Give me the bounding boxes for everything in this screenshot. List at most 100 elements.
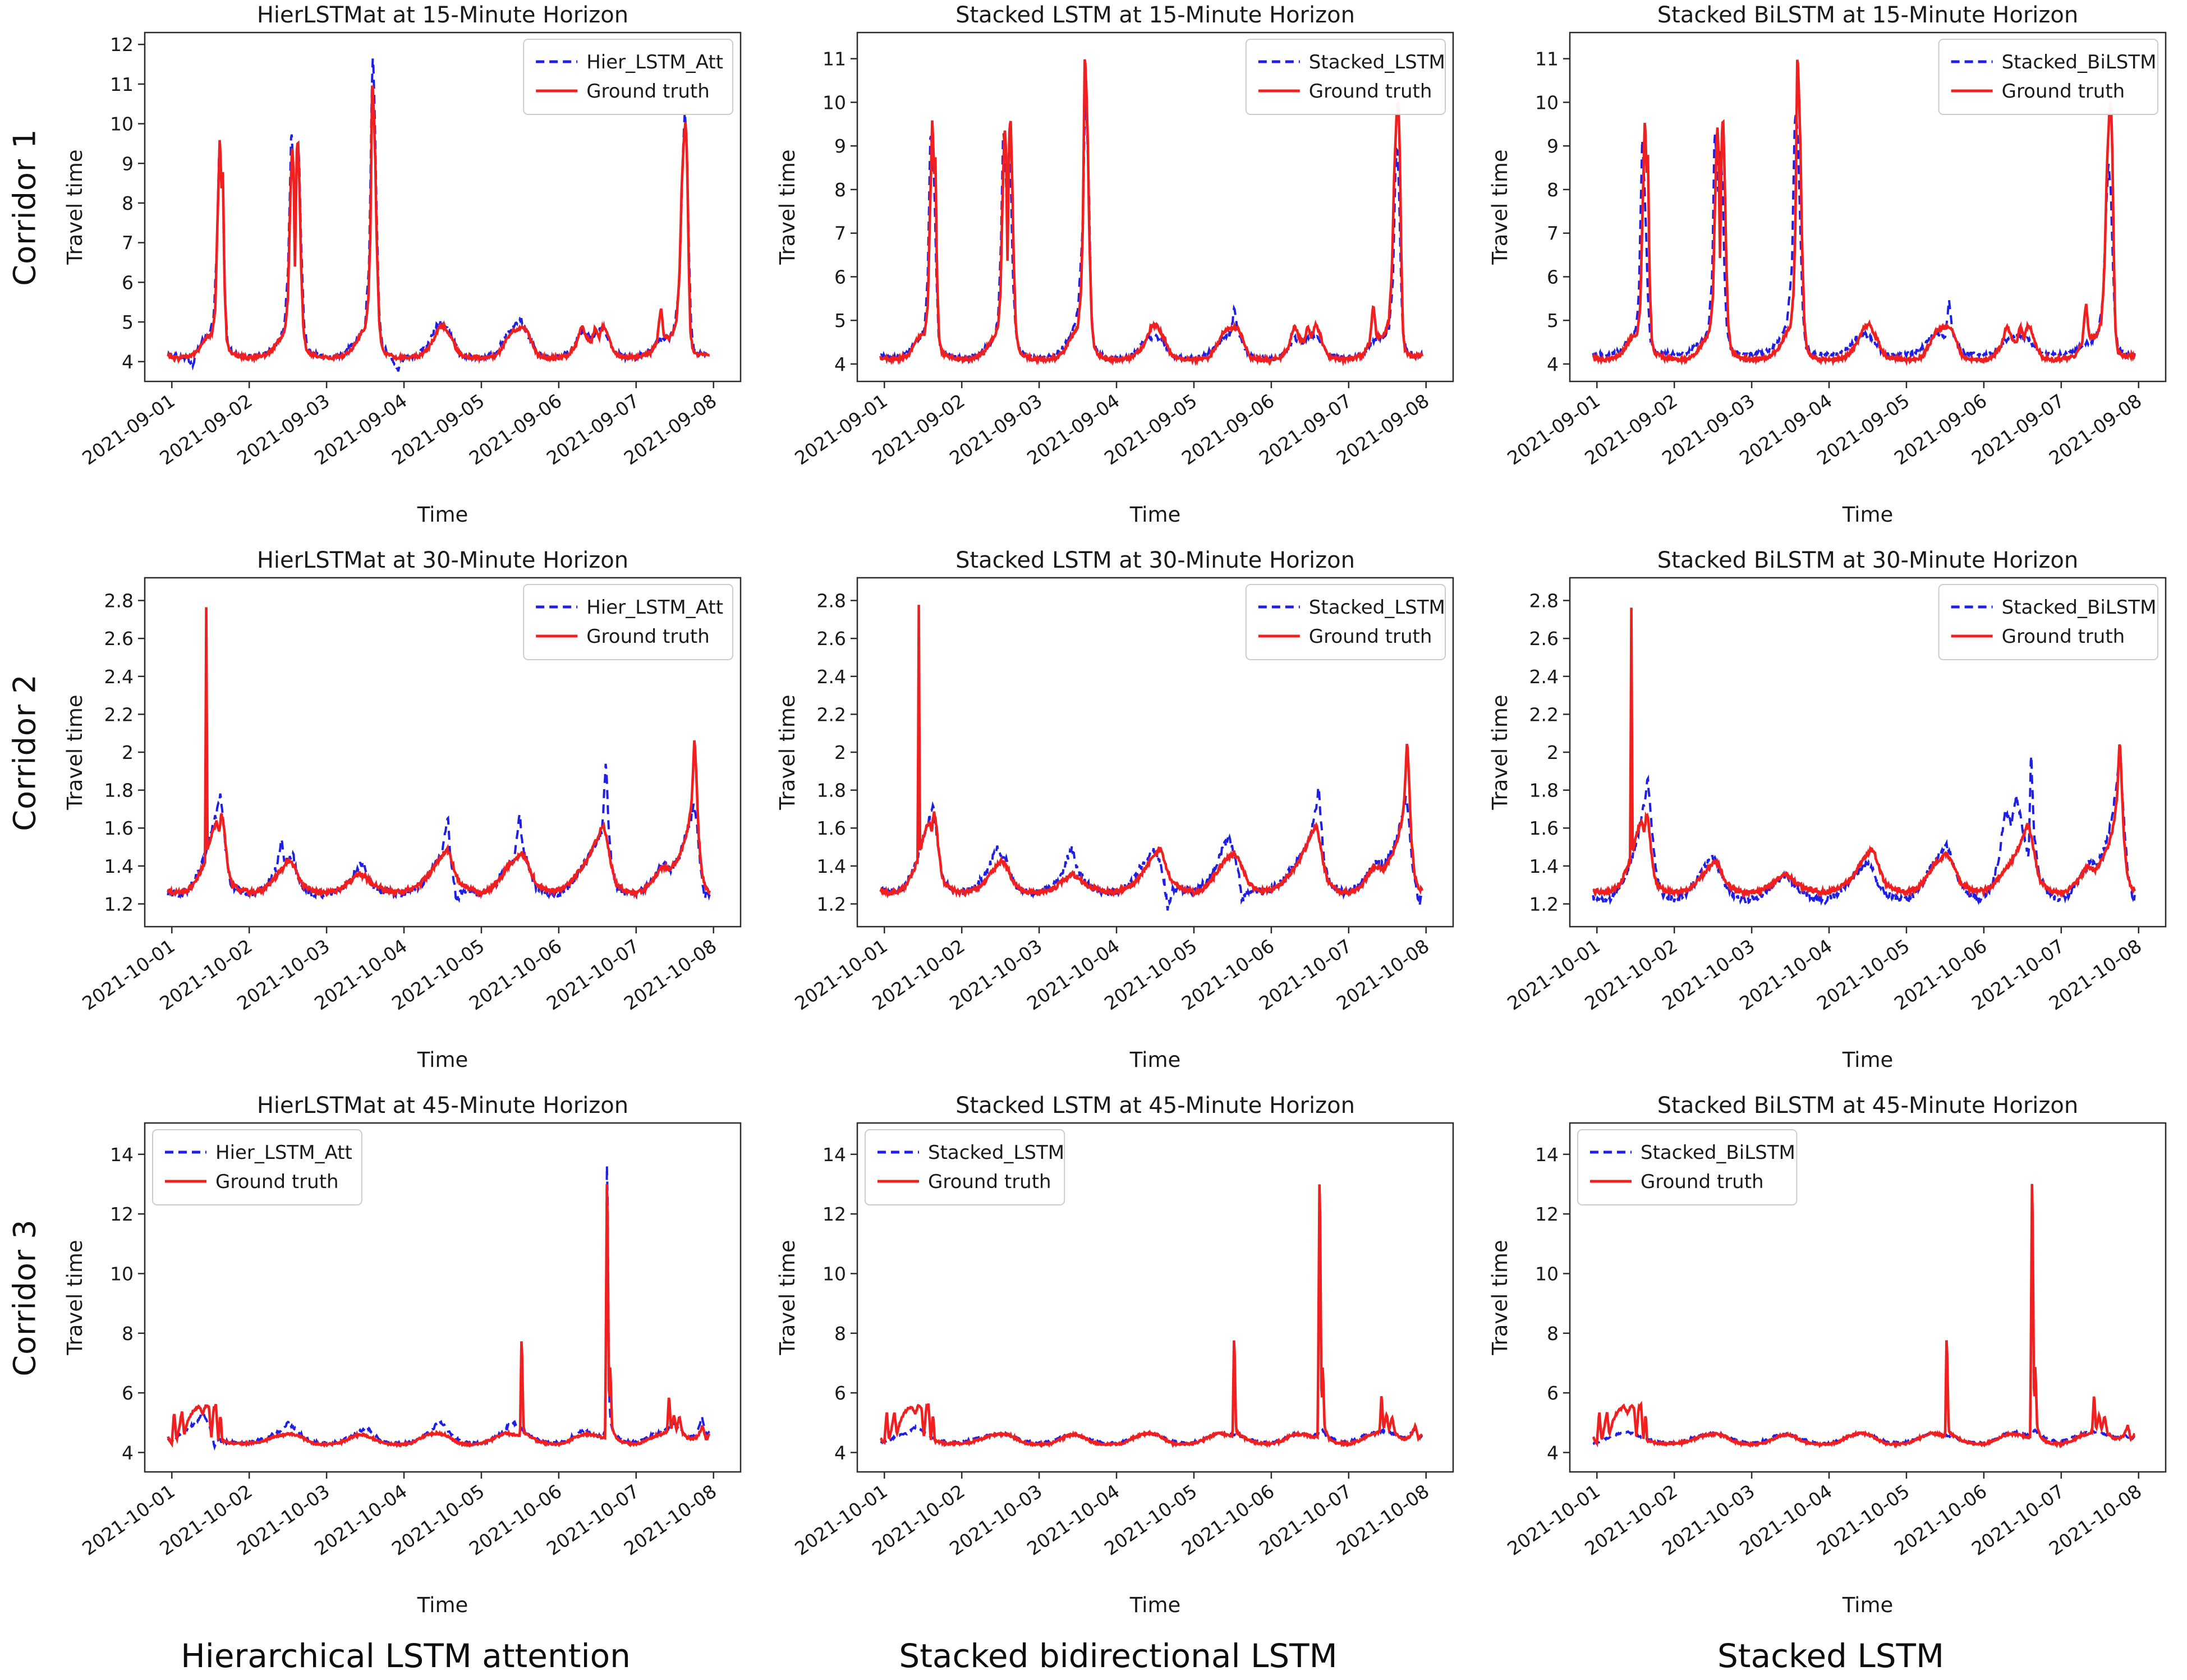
svg-text:Ground truth: Ground truth [1641, 1171, 1764, 1193]
svg-text:Ground truth: Ground truth [2002, 80, 2125, 103]
svg-text:12: 12 [823, 1203, 846, 1225]
svg-text:12: 12 [110, 1203, 134, 1225]
svg-text:7: 7 [122, 232, 134, 254]
svg-text:Stacked LSTM at 30-Minute Hori: Stacked LSTM at 30-Minute Horizon [955, 547, 1355, 573]
svg-text:Stacked LSTM at 15-Minute Hori: Stacked LSTM at 15-Minute Horizon [955, 2, 1355, 28]
svg-text:Ground truth: Ground truth [928, 1171, 1051, 1193]
svg-text:Ground truth: Ground truth [586, 80, 710, 103]
svg-text:5: 5 [122, 311, 134, 333]
svg-text:Travel time: Travel time [63, 149, 87, 265]
chart-canvas-hierlstmat-30min: HierLSTMat at 30-Minute Horizon 1.2 1.4 1.6… [63, 547, 742, 1072]
svg-text:9: 9 [834, 135, 846, 157]
svg-text:Travel time: Travel time [1488, 149, 1512, 265]
svg-text:Stacked_LSTM: Stacked_LSTM [928, 1142, 1064, 1164]
chart-canvas-stacked-lstm-15min: Stacked LSTM at 15-Minute Horizon 4 5 6 7 8 9 1… [775, 2, 1454, 527]
column-caption-hierarchical-lstm-attention: Hierarchical LSTM attention [181, 1637, 631, 1675]
svg-text:6: 6 [122, 1382, 134, 1404]
svg-text:6: 6 [834, 266, 846, 288]
svg-text:Time: Time [1842, 1593, 1894, 1617]
chart-canvas-stacked-lstm-45min: Stacked LSTM at 45-Minute Horizon 4 6 8 10 12… [775, 1093, 1454, 1617]
svg-text:Stacked BiLSTM at 30-Minute Ho: Stacked BiLSTM at 30-Minute Horizon [1657, 547, 2078, 573]
svg-text:Hier_LSTM_Att: Hier_LSTM_Att [215, 1142, 352, 1164]
svg-text:10: 10 [823, 1263, 846, 1285]
row-label-text: Corridor 1 [7, 128, 43, 286]
svg-text:Stacked LSTM at 45-Minute Hori: Stacked LSTM at 45-Minute Horizon [955, 1093, 1355, 1119]
svg-text:4: 4 [1547, 353, 1559, 375]
svg-text:7: 7 [1547, 223, 1559, 245]
svg-text:Stacked_LSTM: Stacked_LSTM [1309, 51, 1445, 73]
row-label-text: Corridor 2 [7, 673, 43, 831]
subplot-hierlstmat-15min: HierLSTMat at 15-Minute Horizon 4 5 6 7 8 9 10 1… [49, 0, 762, 545]
svg-text:Stacked BiLSTM at 45-Minute Ho: Stacked BiLSTM at 45-Minute Horizon [1657, 1093, 2078, 1119]
svg-text:Stacked_BiLSTM: Stacked_BiLSTM [2002, 596, 2157, 619]
svg-text:12: 12 [110, 34, 134, 56]
svg-text:Travel time: Travel time [1488, 1240, 1512, 1355]
svg-text:14: 14 [823, 1144, 846, 1166]
svg-text:1.8: 1.8 [1529, 780, 1559, 802]
svg-text:Ground truth: Ground truth [215, 1171, 339, 1193]
chart-canvas-stacked-lstm-30min: Stacked LSTM at 30-Minute Horizon 1.2 1.4 1… [775, 547, 1454, 1072]
svg-text:2.4: 2.4 [104, 666, 134, 688]
svg-text:10: 10 [1535, 1263, 1559, 1285]
subplot-hierlstmat-30min: HierLSTMat at 30-Minute Horizon 1.2 1.4 1.6… [49, 545, 762, 1090]
svg-text:5: 5 [834, 310, 846, 332]
chart-canvas-hierlstmat-15min: HierLSTMat at 15-Minute Horizon 4 5 6 7 8 9 10 1… [63, 2, 742, 527]
svg-text:1.4: 1.4 [817, 855, 846, 877]
svg-text:6: 6 [122, 271, 134, 293]
svg-text:1.4: 1.4 [104, 855, 134, 877]
svg-text:1.8: 1.8 [104, 780, 134, 802]
svg-text:14: 14 [1535, 1144, 1559, 1166]
svg-text:Ground truth: Ground truth [586, 625, 710, 648]
svg-text:6: 6 [1547, 266, 1559, 288]
svg-text:Travel time: Travel time [63, 694, 87, 810]
svg-text:Time: Time [1129, 1593, 1181, 1617]
svg-text:8: 8 [122, 192, 134, 214]
subplot-stacked-bilstm-30min: Stacked BiLSTM at 30-Minute Horizon 1.2 1.… [1474, 545, 2187, 1090]
svg-text:2.2: 2.2 [817, 703, 846, 725]
svg-text:6: 6 [1547, 1382, 1559, 1404]
column-caption-stacked-bidirectional-lstm: Stacked bidirectional LSTM [899, 1637, 1338, 1675]
chart-canvas-stacked-bilstm-30min: Stacked BiLSTM at 30-Minute Horizon 1.2 1.… [1488, 547, 2167, 1072]
row-label-corridor-3: Corridor 3 [0, 1090, 49, 1636]
svg-text:8: 8 [122, 1323, 134, 1345]
svg-text:1.8: 1.8 [817, 780, 846, 802]
svg-text:2.4: 2.4 [817, 666, 846, 688]
subplot-stacked-lstm-30min: Stacked LSTM at 30-Minute Horizon 1.2 1.4 1… [762, 545, 1474, 1090]
svg-text:Stacked_BiLSTM: Stacked_BiLSTM [1641, 1142, 1795, 1164]
chart-canvas-hierlstmat-45min: HierLSTMat at 45-Minute Horizon 4 6 8 10 12 14… [63, 1093, 742, 1617]
svg-text:4: 4 [834, 1442, 846, 1463]
svg-text:Time: Time [417, 503, 468, 527]
svg-text:Ground truth: Ground truth [1309, 625, 1432, 648]
svg-text:Hier_LSTM_Att: Hier_LSTM_Att [586, 51, 723, 73]
svg-text:11: 11 [110, 73, 134, 95]
svg-text:Time: Time [1842, 503, 1894, 527]
svg-text:Travel time: Travel time [775, 1240, 800, 1355]
svg-text:4: 4 [122, 1442, 134, 1463]
svg-text:10: 10 [823, 91, 846, 113]
svg-text:Travel time: Travel time [1488, 694, 1512, 810]
svg-text:HierLSTMat at 45-Minute Horizo: HierLSTMat at 45-Minute Horizon [257, 1093, 628, 1119]
svg-text:2.6: 2.6 [817, 628, 846, 650]
svg-text:Hier_LSTM_Att: Hier_LSTM_Att [586, 596, 723, 619]
svg-text:1.6: 1.6 [817, 817, 846, 839]
svg-text:11: 11 [823, 48, 846, 70]
svg-text:7: 7 [834, 223, 846, 245]
subplot-stacked-bilstm-15min: Stacked BiLSTM at 15-Minute Horizon 4 5 6 7 8… [1474, 0, 2187, 545]
svg-text:Ground truth: Ground truth [2002, 625, 2125, 648]
svg-text:2.6: 2.6 [104, 628, 134, 650]
svg-text:2.8: 2.8 [104, 590, 134, 612]
svg-text:8: 8 [834, 179, 846, 201]
row-label-corridor-2: Corridor 2 [0, 545, 49, 1090]
chart-canvas-stacked-bilstm-45min: Stacked BiLSTM at 45-Minute Horizon 4 6 8 10… [1488, 1093, 2167, 1617]
svg-text:4: 4 [122, 351, 134, 373]
svg-text:2: 2 [122, 742, 134, 763]
svg-text:14: 14 [110, 1144, 134, 1166]
subplot-stacked-bilstm-45min: Stacked BiLSTM at 45-Minute Horizon 4 6 8 10… [1474, 1090, 2187, 1636]
svg-text:Stacked_LSTM: Stacked_LSTM [1309, 596, 1445, 619]
row-label-corridor-1: Corridor 1 [0, 0, 49, 545]
svg-text:1.6: 1.6 [104, 817, 134, 839]
svg-text:2.2: 2.2 [104, 703, 134, 725]
svg-text:Travel time: Travel time [775, 149, 800, 265]
svg-text:1.2: 1.2 [817, 893, 846, 915]
svg-text:2.8: 2.8 [817, 590, 846, 612]
